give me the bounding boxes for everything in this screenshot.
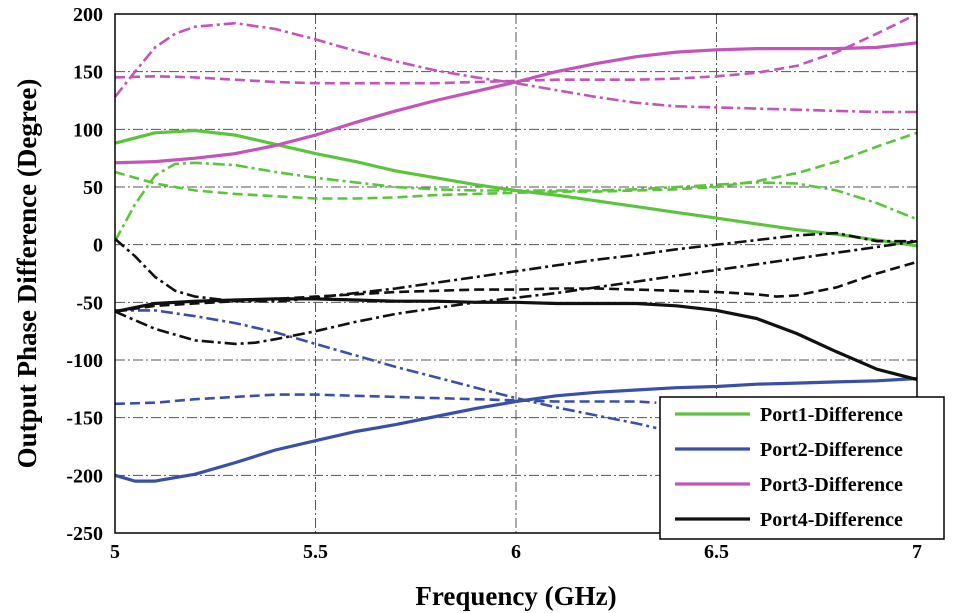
series-line-port3-difference — [114, 41, 918, 165]
y-axis-title: Output Phase Difference (Degree) — [12, 79, 42, 469]
plot-frame — [114, 13, 918, 534]
x-axis-ticks: 5 5.5 6 6.5 7 — [110, 541, 922, 563]
series-line-port4-dashed — [114, 260, 918, 313]
y-tick-label: 100 — [73, 119, 103, 141]
legend-label: Port1-Difference — [760, 404, 903, 426]
x-tick-label: 6.5 — [704, 541, 729, 563]
y-tick-label: 150 — [73, 62, 103, 84]
x-tick-label: 5.5 — [303, 541, 328, 563]
x-axis-title: Frequency (GHz) — [415, 581, 616, 611]
series-line-port1-dash-dot — [113, 161, 918, 242]
series-group — [113, 12, 918, 483]
series-line-port2-dashed — [114, 393, 657, 406]
series-line-port2-difference — [114, 376, 918, 483]
x-tick-label: 6 — [511, 541, 521, 563]
x-tick-label: 7 — [912, 541, 922, 563]
series-line-port3-dashed — [114, 12, 918, 85]
series-line-port4-dash-dot-low — [114, 239, 918, 346]
x-tick-label: 5 — [110, 541, 120, 563]
legend: Port1-Difference Port2-Difference Port3-Di… — [659, 396, 945, 540]
y-tick-label: 200 — [73, 4, 103, 26]
legend-label: Port4-Difference — [760, 509, 903, 531]
series-line-port4-difference — [114, 297, 918, 382]
y-tick-label: -150 — [66, 408, 103, 430]
y-tick-label: 50 — [83, 177, 103, 199]
y-tick-label: -50 — [76, 292, 103, 314]
series-line-port1-dashed — [114, 131, 918, 200]
y-tick-label: -100 — [66, 350, 103, 372]
series-line-port2-dash-dot — [115, 309, 657, 430]
legend-label: Port2-Difference — [760, 439, 903, 461]
y-tick-label: 0 — [93, 235, 103, 257]
series-line-port4-dash-dot — [114, 231, 917, 303]
y-tick-label: -200 — [66, 465, 103, 487]
legend-box — [659, 396, 945, 540]
y-axis-ticks: -250 -200 -150 -100 -50 0 50 100 150 200 — [66, 4, 103, 545]
legend-label: Port3-Difference — [760, 474, 903, 496]
series-line-port3-dash-dot — [113, 21, 917, 114]
y-tick-label: -250 — [66, 523, 103, 545]
